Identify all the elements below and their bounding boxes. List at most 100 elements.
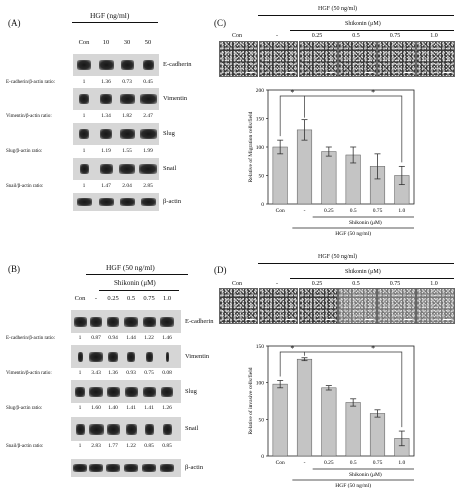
blot-band bbox=[140, 198, 156, 206]
blot-band bbox=[77, 351, 83, 362]
blot-band bbox=[79, 164, 89, 174]
blot-band bbox=[100, 129, 112, 139]
significance-marker: * bbox=[371, 344, 375, 353]
blot-band bbox=[124, 464, 138, 472]
blot-band bbox=[162, 423, 172, 435]
protein-label: Vimentin bbox=[185, 352, 210, 360]
micrograph-label: - bbox=[276, 33, 278, 39]
blot-band bbox=[100, 94, 112, 104]
blot-band bbox=[125, 423, 137, 435]
blot-strip bbox=[71, 380, 181, 403]
blot-band bbox=[142, 464, 156, 472]
panel-c-header-line bbox=[258, 15, 454, 16]
micrograph-image bbox=[377, 288, 416, 324]
blot-strip bbox=[71, 310, 181, 333]
ratio-value: 1.82 bbox=[122, 113, 132, 119]
panel-c-subheader-line bbox=[290, 30, 454, 31]
plot-frame bbox=[267, 89, 415, 205]
blot-band bbox=[119, 198, 135, 206]
ratio-label: Vimentin/β-actin ratio: bbox=[6, 114, 52, 119]
blot-band bbox=[120, 60, 134, 70]
condition-label: Con bbox=[78, 39, 90, 46]
scale-bar bbox=[365, 319, 373, 320]
blot-band bbox=[79, 129, 89, 139]
blot-band bbox=[127, 351, 135, 362]
blot-band bbox=[160, 316, 174, 327]
blot-band bbox=[73, 316, 87, 327]
ratio-value: 2.83 bbox=[91, 443, 101, 449]
ratio-value: 1.36 bbox=[101, 79, 111, 85]
blot-band bbox=[75, 386, 85, 397]
panel-b-subheader-line bbox=[99, 290, 179, 291]
micrograph-image bbox=[338, 41, 377, 77]
ratio-value: 1.44 bbox=[126, 335, 136, 341]
y-tick-label: 0 bbox=[261, 454, 264, 460]
condition-label: 0.75 bbox=[143, 295, 155, 302]
blot-band bbox=[161, 386, 173, 397]
ratio-value: 2.47 bbox=[143, 113, 153, 119]
ratio-value: 1.34 bbox=[101, 113, 111, 119]
blot-band bbox=[79, 94, 89, 104]
scale-bar bbox=[365, 72, 373, 73]
protein-label: β-actin bbox=[185, 464, 204, 471]
ratio-value: 1 bbox=[78, 335, 82, 341]
panel-c-chart: 0 50 100 150 200 Relative of Migration cells/… bbox=[247, 88, 415, 237]
condition-label: - bbox=[94, 295, 98, 302]
ratio-value: 0.94 bbox=[108, 335, 118, 341]
scale-bar bbox=[286, 72, 294, 73]
protein-label: Slug bbox=[185, 387, 197, 395]
micrograph-image bbox=[338, 288, 377, 324]
panel-d-subheader-line bbox=[290, 278, 454, 279]
shikonin-group-label: Shikonin (μM) bbox=[349, 219, 382, 226]
bar bbox=[272, 383, 288, 457]
ratio-value: 1 bbox=[82, 183, 86, 189]
y-tick-label: 100 bbox=[256, 381, 265, 387]
micrograph-image bbox=[219, 288, 258, 324]
blot-band bbox=[106, 464, 120, 472]
panel-d-chart: 0 50 100 150 Relative of invasive cells/fiel… bbox=[247, 344, 415, 489]
y-tick-label: 200 bbox=[256, 88, 265, 94]
ratio-value: 1 bbox=[78, 443, 82, 449]
ratio-value: 1.60 bbox=[91, 405, 101, 411]
ratio-value: 1 bbox=[78, 405, 82, 411]
x-tick-label: 0.5 bbox=[350, 460, 357, 466]
significance-marker: * bbox=[290, 88, 294, 97]
panel-d-header-line bbox=[258, 263, 454, 264]
ratio-label: E-cadherin/β-actin ratio: bbox=[6, 336, 56, 341]
ratio-value: 1.26 bbox=[162, 405, 172, 411]
blot-band bbox=[145, 351, 153, 362]
blot-band bbox=[160, 464, 174, 472]
blot-band bbox=[108, 351, 118, 362]
bar bbox=[272, 146, 288, 205]
blot-strip bbox=[71, 345, 181, 368]
micrograph-label: 1.0 bbox=[430, 281, 438, 287]
panel-a-header-line bbox=[72, 22, 158, 23]
scale-bar bbox=[326, 319, 334, 320]
micrograph-label: 0.5 bbox=[352, 33, 360, 39]
panel-d-subheader: Shikonin (μM) bbox=[345, 269, 381, 275]
shikonin-group-label: Shikonin (μM) bbox=[349, 471, 382, 478]
y-tick-label: 150 bbox=[256, 117, 265, 123]
ratio-label: Snail/β-actin ratio: bbox=[6, 444, 44, 449]
protein-label: Slug bbox=[163, 130, 175, 137]
y-axis-label: Relative of Migration cells/field bbox=[247, 111, 254, 182]
blot-band bbox=[142, 386, 156, 397]
significance-bracket bbox=[304, 95, 403, 163]
y-axis-label: Relative of invasive cells/field bbox=[247, 367, 254, 434]
hgf-group-label: HGF (50 ng/ml) bbox=[335, 482, 371, 489]
ratio-value: 1.41 bbox=[126, 405, 136, 411]
x-tick-label: 0.25 bbox=[324, 208, 334, 214]
micrograph-image bbox=[416, 288, 455, 324]
ratio-value: 1.46 bbox=[162, 335, 172, 341]
y-tick-label: 50 bbox=[259, 174, 265, 180]
x-tick-label: 1.0 bbox=[398, 460, 405, 466]
blot-strip bbox=[73, 193, 159, 211]
ratio-value: 0.73 bbox=[122, 79, 132, 85]
scale-bar bbox=[404, 72, 412, 73]
condition-label: 10 bbox=[102, 39, 110, 46]
micrograph-image bbox=[416, 41, 455, 77]
blot-band bbox=[75, 423, 85, 435]
ratio-value: 1.22 bbox=[126, 443, 136, 449]
x-tick-label: 0.5 bbox=[350, 208, 357, 214]
panel-d-letter: (D) bbox=[214, 265, 227, 275]
